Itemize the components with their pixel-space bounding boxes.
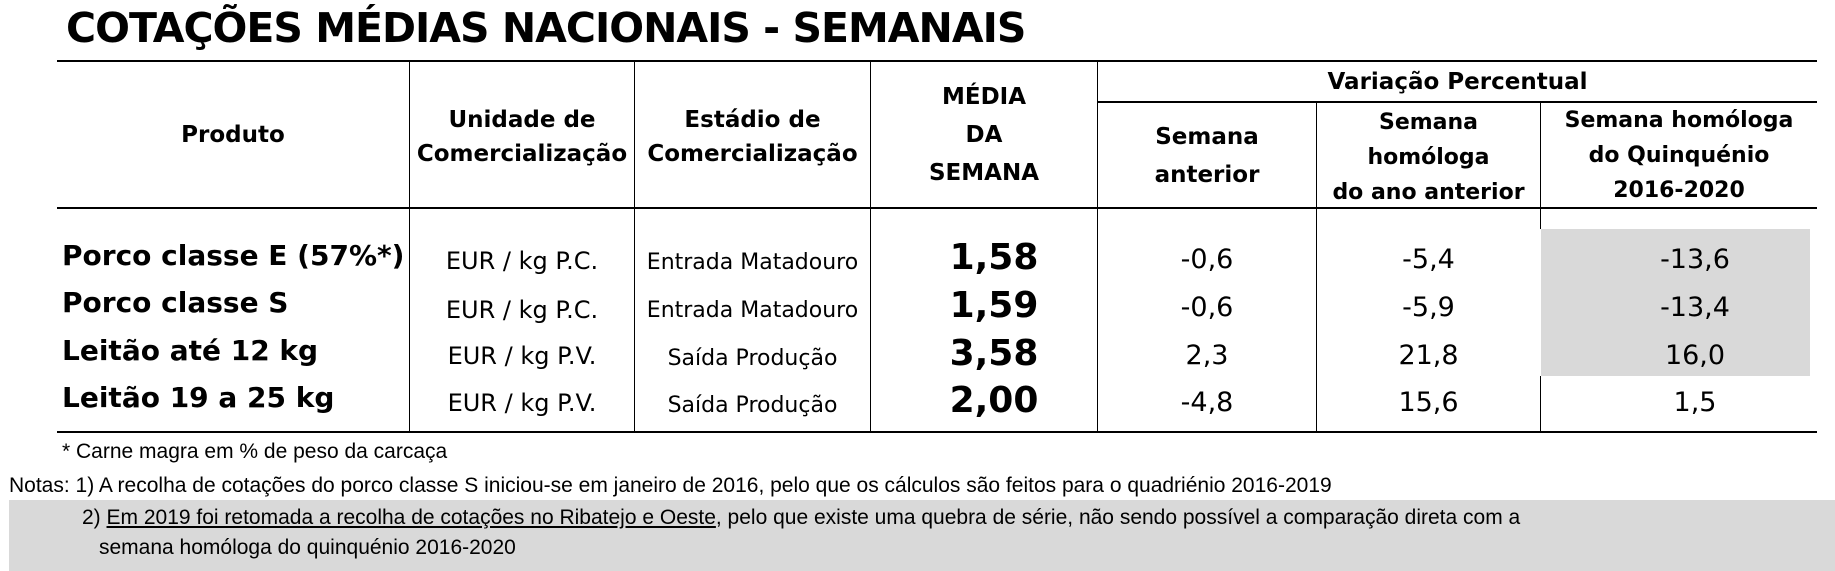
var-homologa-value: -5,4 <box>1402 243 1455 275</box>
note-2-line-2: semana homóloga do quinquénio 2016-2020 <box>99 536 516 559</box>
media-value: 3,58 <box>949 332 1039 374</box>
note-2-prefix: 2) <box>82 506 107 529</box>
note-1: Notas: 1) A recolha de cotações do porco… <box>9 474 1332 497</box>
note-2-rest: , pelo que existe uma quebra de série, n… <box>715 506 1521 529</box>
stage-cell: Saída Produção <box>667 392 838 418</box>
note-2-underlined: Em 2019 foi retomada a recolha de cotaçõ… <box>106 506 716 529</box>
product-name: Porco classe S <box>62 286 289 319</box>
unit-cell: EUR / kg P.C. <box>445 296 599 324</box>
column-divider <box>1540 102 1541 229</box>
quinquenio-shaded-block <box>1541 229 1810 376</box>
page-title: COTAÇÕES MÉDIAS NACIONAIS - SEMANAIS <box>66 4 1026 52</box>
product-name: Leitão 19 a 25 kg <box>62 381 335 414</box>
media-value: 2,00 <box>949 379 1039 421</box>
header-media: MÉDIA DA SEMANA <box>928 84 1039 186</box>
var-anterior-value: 2,3 <box>1185 339 1229 371</box>
footnote: * Carne magra em % de peso da carcaça <box>62 440 448 463</box>
variacao-underline <box>1098 101 1817 103</box>
var-anterior-value: -0,6 <box>1180 291 1234 323</box>
column-divider <box>1540 376 1541 431</box>
unit-cell: EUR / kg P.V. <box>447 342 597 370</box>
var-quinquenio-value: 1,5 <box>1673 386 1717 418</box>
var-quinquenio-value: 16,0 <box>1664 339 1726 371</box>
header-bottom-border <box>57 207 1817 209</box>
header-semana-quinquenio: Semana homóloga do Quinquénio 2016-2020 <box>1564 107 1794 203</box>
var-quinquenio-value: -13,6 <box>1660 243 1730 275</box>
header-unidade: Unidade de Comercialização <box>416 107 628 167</box>
header-estadio: Estádio de Comercialização <box>647 107 858 167</box>
unit-cell: EUR / kg P.V. <box>447 389 597 417</box>
stage-cell: Saída Produção <box>667 345 838 371</box>
header-produto: Produto <box>181 122 285 148</box>
header-semana-homologa: Semana homóloga do ano anterior <box>1332 109 1525 205</box>
header-variacao: Variação Percentual <box>1327 69 1588 95</box>
stage-cell: Entrada Matadouro <box>646 297 859 323</box>
column-divider <box>870 61 871 431</box>
column-divider <box>409 61 410 431</box>
var-homologa-value: -5,9 <box>1402 291 1455 323</box>
table-bottom-border <box>57 431 1817 433</box>
unit-cell: EUR / kg P.C. <box>445 247 599 275</box>
product-name: Leitão até 12 kg <box>62 334 319 367</box>
header-semana-anterior: Semana anterior <box>1154 124 1260 188</box>
var-anterior-value: -4,8 <box>1180 386 1234 418</box>
stage-cell: Entrada Matadouro <box>646 249 859 275</box>
var-anterior-value: -0,6 <box>1180 243 1234 275</box>
column-divider <box>1316 102 1317 431</box>
var-homologa-value: 15,6 <box>1398 386 1459 418</box>
column-divider <box>1097 61 1098 431</box>
var-quinquenio-value: -13,4 <box>1660 291 1730 323</box>
table-top-border <box>57 60 1817 62</box>
product-name: Porco classe E (57%*) <box>62 239 405 272</box>
column-divider <box>634 61 635 431</box>
note-2-shaded-block <box>9 500 1835 571</box>
note-2-line-1: 2) Em 2019 foi retomada a recolha de cot… <box>82 506 1520 530</box>
var-homologa-value: 21,8 <box>1398 339 1459 371</box>
media-value: 1,58 <box>949 236 1039 278</box>
media-value: 1,59 <box>949 284 1039 326</box>
